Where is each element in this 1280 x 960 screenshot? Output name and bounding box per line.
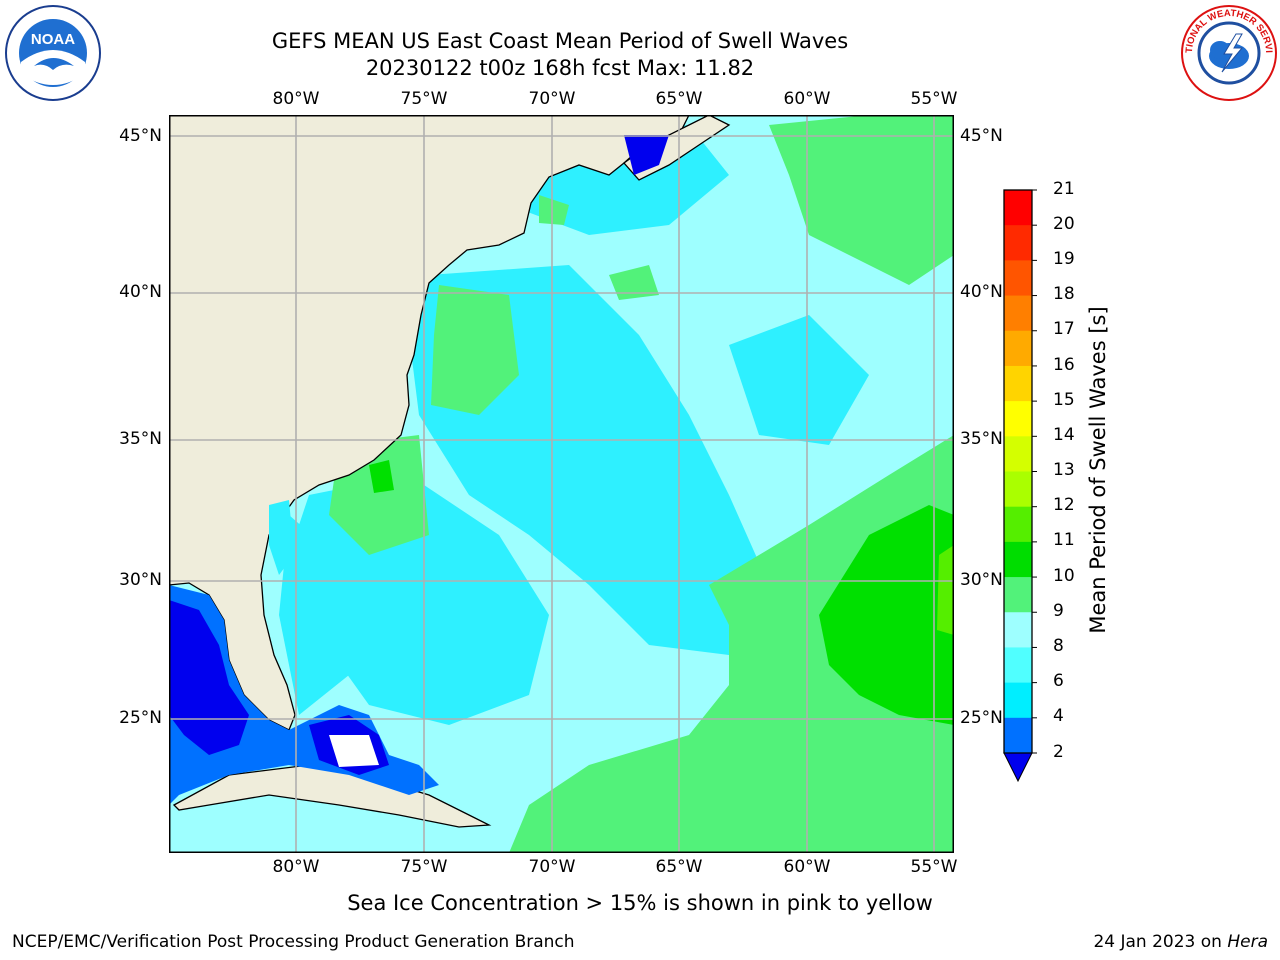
colorbar-tick-13: 13 [1053, 460, 1075, 480]
lat-tick-left-40n: 40°N [119, 282, 162, 302]
lat-tick-left-30n: 30°N [119, 570, 162, 590]
colorbar-segment [1004, 647, 1032, 684]
colorbar-segment [1004, 577, 1032, 613]
colorbar-segment [1004, 436, 1032, 472]
lat-tick-right-35n: 35°N [960, 429, 1003, 449]
colorbar-segment [1004, 225, 1032, 261]
lon-tick-bottom-55w: 55°W [910, 857, 958, 877]
colorbar-tick-17: 17 [1053, 319, 1075, 339]
colorbar-segment [1004, 365, 1032, 402]
colorbar-tick-9: 9 [1053, 601, 1064, 621]
colorbar-segment [1004, 190, 1032, 226]
colorbar-segment [1004, 401, 1032, 437]
colorbar-tick-6: 6 [1053, 671, 1064, 691]
colorbar-tick-15: 15 [1053, 390, 1075, 410]
colorbar-segment [1004, 612, 1032, 648]
footer-branch: NCEP/EMC/Verification Post Processing Pr… [12, 932, 575, 952]
lon-tick-bottom-65w: 65°W [655, 857, 703, 877]
swell-2-4s-region [169, 135, 669, 805]
sea-ice-note: Sea Ice Concentration > 15% is shown in … [347, 891, 933, 915]
lon-tick-top-55w: 55°W [910, 89, 958, 109]
lat-tick-left-45n: 45°N [119, 126, 162, 146]
colorbar-segment [1004, 471, 1032, 508]
colorbar-tick-14: 14 [1053, 425, 1075, 445]
colorbar-extend-arrow [1003, 752, 1033, 783]
colorbar-tick-11: 11 [1053, 530, 1075, 550]
lon-tick-bottom-60w: 60°W [783, 857, 831, 877]
lon-tick-bottom-80w: 80°W [272, 857, 320, 877]
colorbar-tick-8: 8 [1053, 636, 1064, 656]
colorbar-segment [1004, 295, 1032, 332]
nws-logo: NATIONAL WEATHER SERVICE [1180, 4, 1277, 101]
colorbar-segment [1004, 260, 1032, 297]
colorbar-segment [1004, 682, 1032, 719]
colorbar-segment [1004, 541, 1032, 578]
colorbar [1003, 189, 1037, 783]
swell-10-11s-region [369, 460, 954, 725]
lon-tick-top-65w: 65°W [655, 89, 703, 109]
map-gridlines [169, 115, 954, 853]
colorbar-tick-18: 18 [1053, 284, 1075, 304]
lat-tick-right-40n: 40°N [960, 282, 1003, 302]
footer-date-text: 24 Jan 2023 on [1093, 932, 1228, 952]
footer-machine: Hera [1227, 932, 1268, 952]
noaa-logo: NOAA [5, 5, 101, 101]
colorbar-segment [1004, 506, 1032, 543]
colorbar-tick-21: 21 [1053, 179, 1075, 199]
colorbar-tick-12: 12 [1053, 495, 1075, 515]
colorbar-tick-10: 10 [1053, 566, 1075, 586]
chart-title: GEFS MEAN US East Coast Mean Period of S… [271, 29, 849, 53]
lat-tick-right-30n: 30°N [960, 570, 1003, 590]
swell-9-10s-region [329, 115, 954, 853]
map-frame [169, 115, 954, 853]
chart-subtitle: 20230122 t00z 168h fcst Max: 11.82 [365, 56, 755, 80]
lon-tick-top-75w: 75°W [400, 89, 448, 109]
swell-period-map [169, 115, 954, 853]
colorbar-tick-16: 16 [1053, 355, 1075, 375]
lat-tick-left-25n: 25°N [119, 708, 162, 728]
colorbar-label: Mean Period of Swell Waves [s] [1086, 306, 1110, 634]
lon-tick-bottom-75w: 75°W [400, 857, 448, 877]
svg-text:NOAA: NOAA [31, 31, 75, 48]
colorbar-segment [1004, 330, 1032, 367]
colorbar-segment [1004, 717, 1032, 754]
colorbar-tick-4: 4 [1053, 706, 1064, 726]
lat-tick-right-25n: 25°N [960, 708, 1003, 728]
lat-tick-left-35n: 35°N [119, 429, 162, 449]
lon-tick-bottom-70w: 70°W [528, 857, 576, 877]
lat-tick-right-45n: 45°N [960, 126, 1003, 146]
colorbar-tick-19: 19 [1053, 249, 1075, 269]
lon-tick-top-80w: 80°W [272, 89, 320, 109]
lon-tick-top-70w: 70°W [528, 89, 576, 109]
colorbar-tick-2: 2 [1053, 742, 1064, 762]
footer-date: 24 Jan 2023 on Hera [1093, 932, 1268, 952]
lon-tick-top-60w: 60°W [783, 89, 831, 109]
colorbar-tick-20: 20 [1053, 214, 1075, 234]
